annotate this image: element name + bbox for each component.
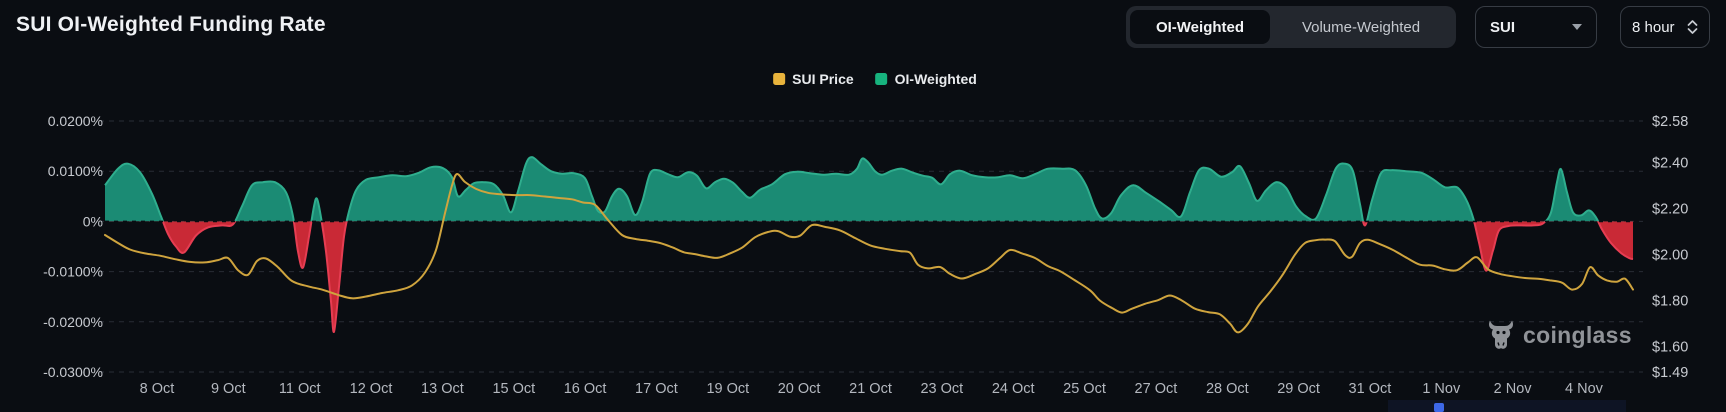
legend-label: SUI Price <box>792 71 854 87</box>
toggle-volume-weighted[interactable]: Volume-Weighted <box>1270 10 1452 44</box>
coinglass-logo-icon <box>1489 320 1513 349</box>
svg-text:15 Oct: 15 Oct <box>492 381 535 397</box>
svg-text:-0.0300%: -0.0300% <box>43 364 103 380</box>
svg-text:17 Oct: 17 Oct <box>635 381 678 397</box>
partial-element-below <box>1388 400 1626 412</box>
svg-text:$2.58: $2.58 <box>1652 114 1688 130</box>
svg-text:28 Oct: 28 Oct <box>1206 381 1249 397</box>
svg-text:$2.00: $2.00 <box>1652 248 1688 264</box>
svg-text:29 Oct: 29 Oct <box>1277 381 1320 397</box>
svg-text:-0.0200%: -0.0200% <box>43 314 103 330</box>
svg-text:20 Oct: 20 Oct <box>778 381 821 397</box>
toggle-oi-weighted[interactable]: OI-Weighted <box>1130 10 1270 44</box>
legend-item-sui-price[interactable]: SUI Price <box>773 71 854 87</box>
chevron-up-down-icon <box>1687 20 1698 34</box>
svg-text:8 Oct: 8 Oct <box>140 381 175 397</box>
svg-text:$2.40: $2.40 <box>1652 155 1688 171</box>
svg-text:12 Oct: 12 Oct <box>350 381 393 397</box>
coinglass-watermark-text: coinglass <box>1523 322 1632 348</box>
svg-text:0%: 0% <box>83 213 103 229</box>
chevron-down-icon <box>1572 24 1582 30</box>
legend-label: OI-Weighted <box>894 71 977 87</box>
svg-text:$2.20: $2.20 <box>1652 202 1688 218</box>
svg-text:23 Oct: 23 Oct <box>920 381 963 397</box>
interval-select-value: 8 hour <box>1632 18 1675 36</box>
svg-text:$1.80: $1.80 <box>1652 294 1688 310</box>
svg-text:19 Oct: 19 Oct <box>706 381 749 397</box>
svg-text:0.0200%: 0.0200% <box>48 113 103 129</box>
svg-text:0.0100%: 0.0100% <box>48 163 103 179</box>
svg-text:25 Oct: 25 Oct <box>1063 381 1106 397</box>
svg-text:$1.49: $1.49 <box>1652 365 1688 381</box>
legend-item-oi-weighted[interactable]: OI-Weighted <box>875 71 977 87</box>
interval-select[interactable]: 8 hour <box>1620 6 1710 48</box>
svg-text:9 Oct: 9 Oct <box>211 381 246 397</box>
sui-price-swatch <box>773 73 786 85</box>
svg-text:2 Nov: 2 Nov <box>1494 381 1533 397</box>
coinglass-watermark: coinglass <box>1486 319 1632 352</box>
svg-text:$1.60: $1.60 <box>1652 340 1688 356</box>
partial-blue-icon <box>1434 403 1444 412</box>
svg-text:4 Nov: 4 Nov <box>1565 381 1604 397</box>
svg-text:31 Oct: 31 Oct <box>1349 381 1392 397</box>
svg-text:13 Oct: 13 Oct <box>421 381 464 397</box>
svg-text:27 Oct: 27 Oct <box>1135 381 1178 397</box>
page-title: SUI OI-Weighted Funding Rate <box>16 13 326 36</box>
symbol-select-value: SUI <box>1490 18 1516 36</box>
svg-text:21 Oct: 21 Oct <box>849 381 892 397</box>
weight-toggle: OI-Weighted Volume-Weighted <box>1126 6 1456 48</box>
svg-text:16 Oct: 16 Oct <box>564 381 607 397</box>
symbol-select[interactable]: SUI <box>1475 6 1597 48</box>
svg-text:-0.0100%: -0.0100% <box>43 264 103 280</box>
svg-text:24 Oct: 24 Oct <box>992 381 1035 397</box>
oi-weighted-swatch <box>875 73 888 85</box>
svg-text:11 Oct: 11 Oct <box>279 381 321 397</box>
chart-legend: SUI Price OI-Weighted <box>773 71 977 87</box>
svg-text:1 Nov: 1 Nov <box>1422 381 1461 397</box>
